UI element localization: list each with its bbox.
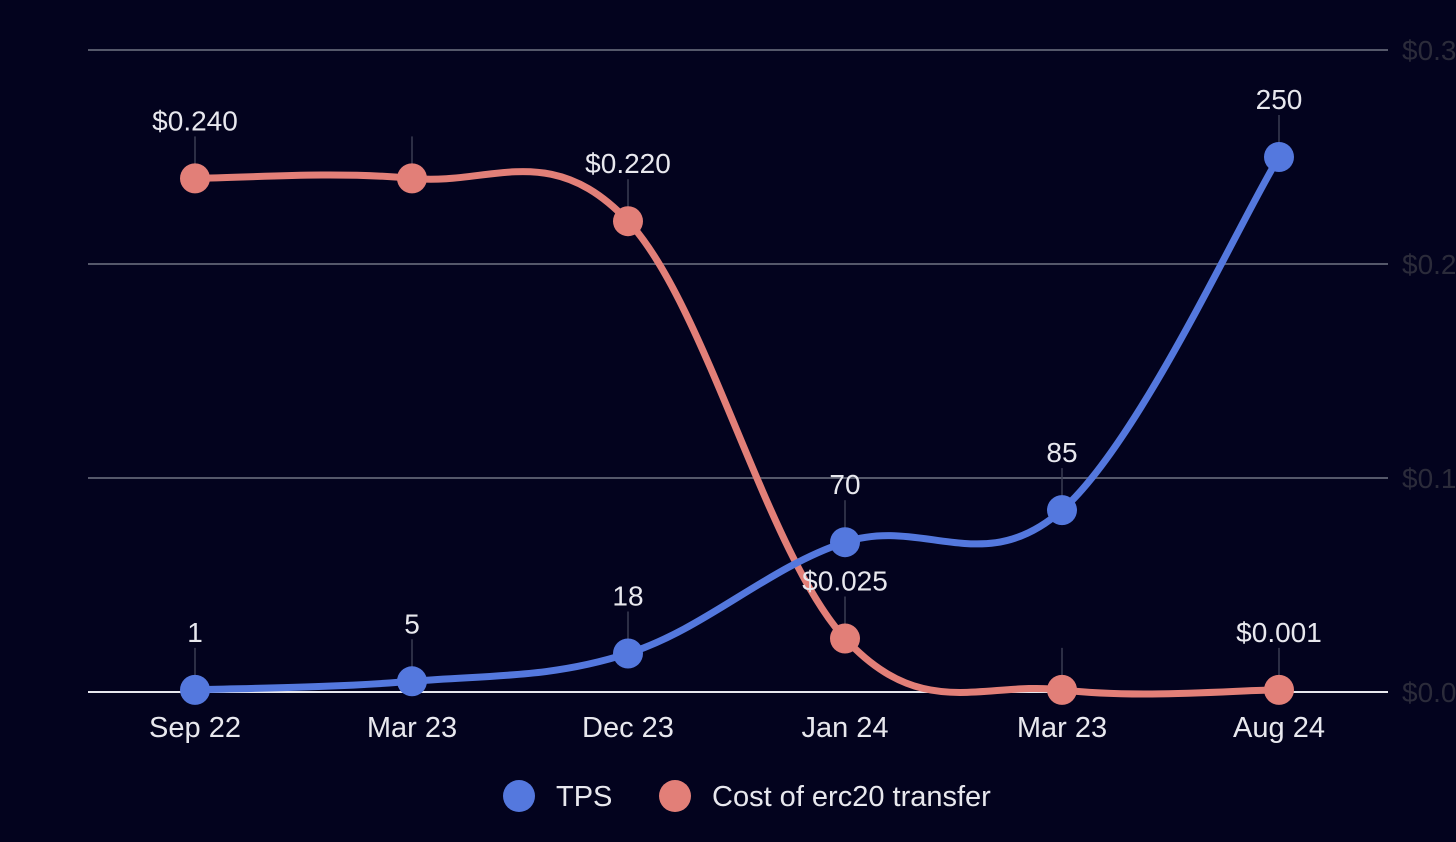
cost-of-erc20-transfer-data-label: $0.240	[152, 105, 238, 136]
cost-of-erc20-transfer-data-point	[830, 623, 860, 654]
x-axis-tick-label: Mar 23	[367, 712, 457, 744]
right-axis-tick-label: $0.1	[1402, 463, 1456, 494]
tps-data-label: 85	[1046, 437, 1077, 468]
cost-of-erc20-transfer-data-label: $0.025	[802, 566, 888, 597]
tps-data-point	[180, 674, 210, 705]
legend-marker-cost-of-erc20-transfer	[659, 780, 691, 812]
tps-data-point	[397, 666, 427, 697]
x-axis-tick-label: Aug 24	[1233, 712, 1325, 744]
tps-data-point	[1047, 495, 1077, 526]
cost-of-erc20-transfer-data-point	[1047, 674, 1077, 705]
cost-of-erc20-transfer-data-point	[397, 163, 427, 194]
right-axis-tick-label: $0.2	[1402, 249, 1456, 280]
cost-of-erc20-transfer-data-label: $0.001	[1236, 617, 1322, 648]
tps-data-label: 5	[404, 608, 420, 639]
x-axis-tick-label: Mar 23	[1017, 712, 1107, 744]
tps-data-label: 18	[612, 580, 643, 611]
tps-data-label: 250	[1256, 84, 1303, 115]
right-axis-tick-label: $0.3	[1402, 35, 1456, 66]
cost-of-erc20-transfer-data-point	[1264, 674, 1294, 705]
legend-label-tps: TPS	[556, 781, 612, 813]
x-axis-tick-label: Sep 22	[149, 712, 241, 744]
cost-of-erc20-transfer-data-point	[180, 163, 210, 194]
tps-data-point	[830, 527, 860, 558]
right-axis-tick-label: $0.0	[1402, 677, 1456, 708]
tps-data-point	[1264, 142, 1294, 172]
cost-of-erc20-transfer-data-label: $0.220	[585, 148, 671, 179]
cost-of-erc20-transfer-series-line	[191, 168, 1283, 698]
tps-data-label: 1	[187, 617, 203, 648]
legend-marker-tps	[503, 780, 535, 812]
tps-data-label: 70	[829, 469, 860, 500]
tps-data-point	[613, 638, 643, 669]
x-axis-tick-label: Dec 23	[582, 712, 674, 744]
legend-label-cost-of-erc20-transfer: Cost of erc20 transfer	[712, 781, 991, 813]
cost-of-erc20-transfer-data-point	[613, 206, 643, 237]
x-axis-tick-label: Jan 24	[801, 712, 888, 744]
